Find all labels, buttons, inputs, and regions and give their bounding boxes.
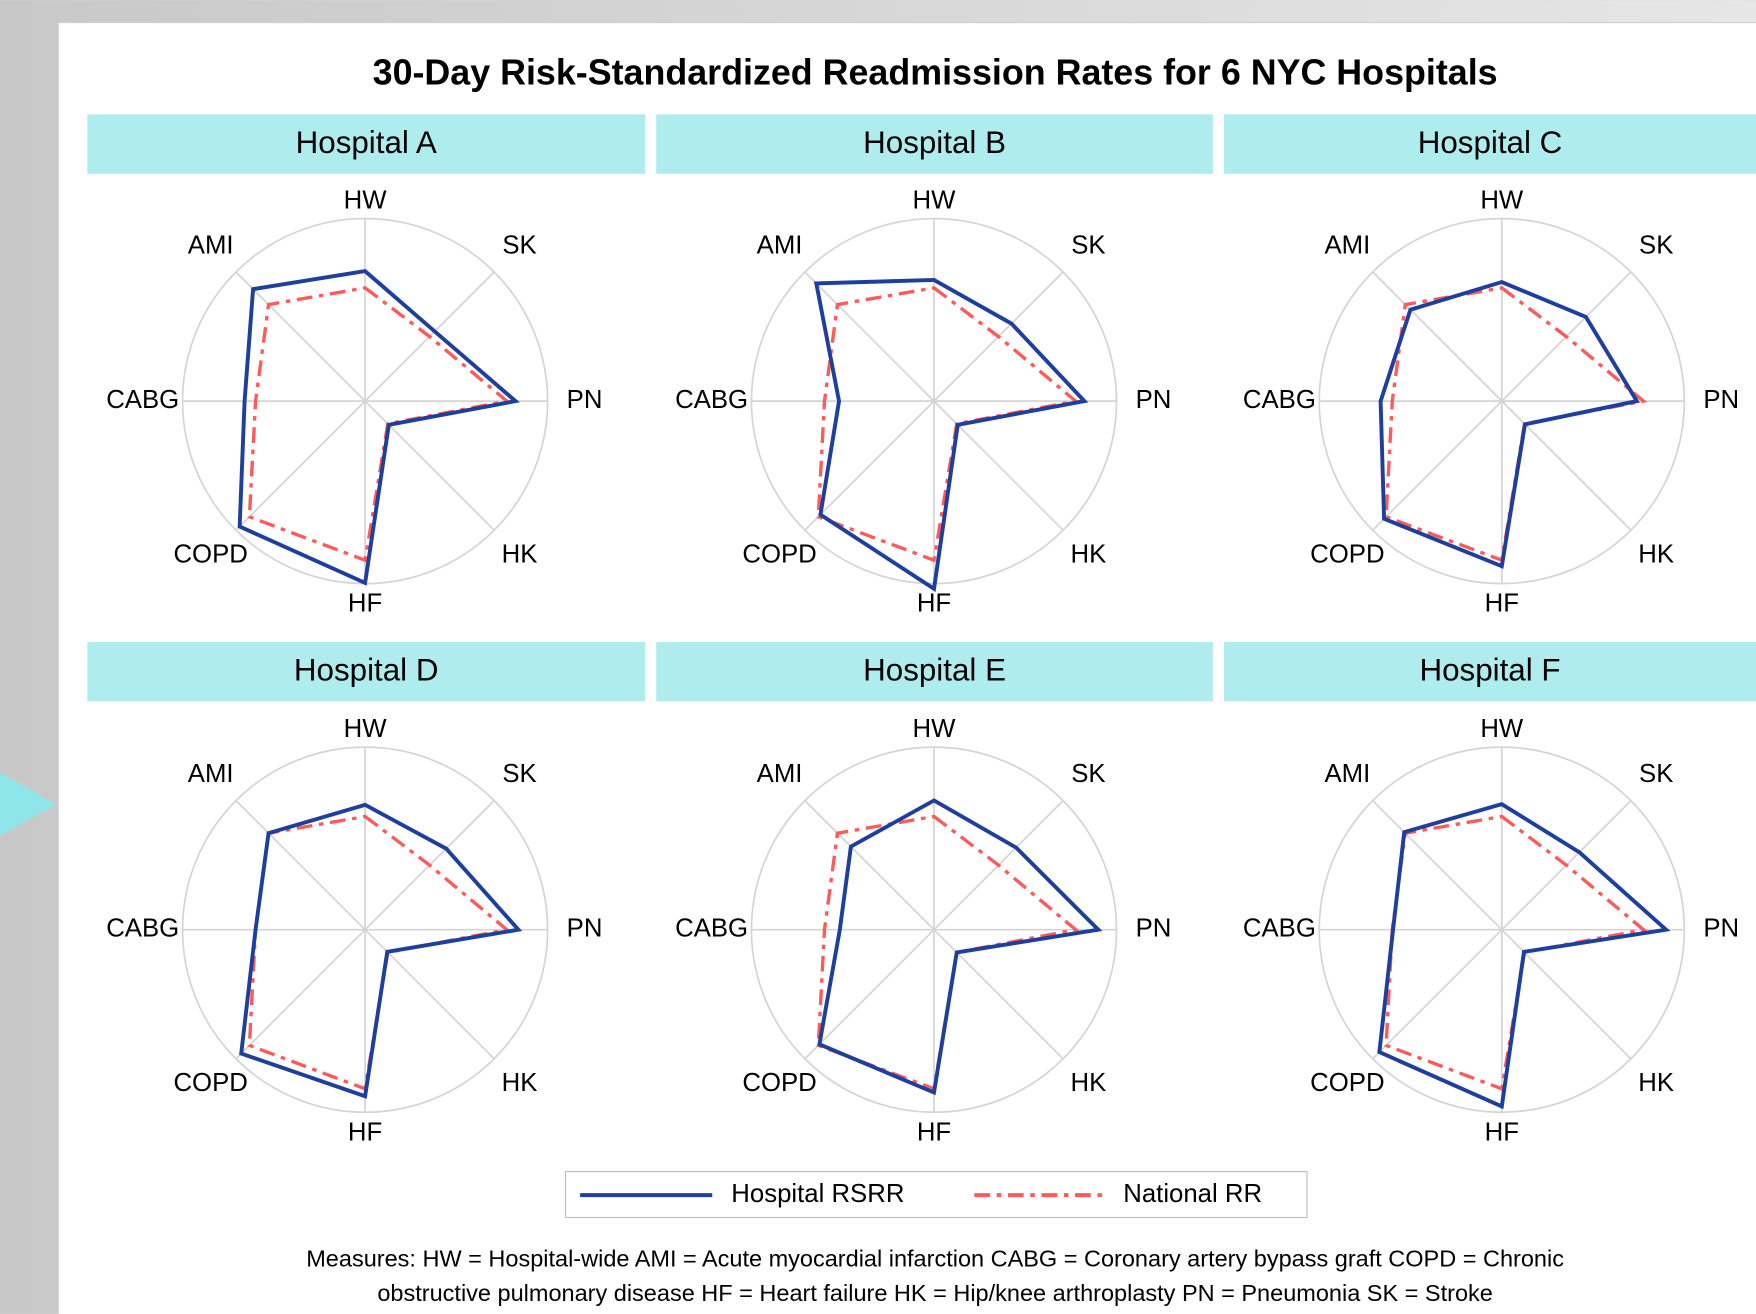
axis-label: SK bbox=[502, 231, 536, 259]
series-line bbox=[247, 286, 511, 563]
axis-label: AMI bbox=[757, 231, 803, 259]
side-arrow bbox=[0, 772, 56, 836]
series-line bbox=[817, 798, 1103, 1096]
axis-label: HF bbox=[348, 1118, 382, 1146]
spoke bbox=[1372, 271, 1503, 402]
spoke bbox=[235, 271, 366, 402]
axis-label: HW bbox=[1480, 715, 1524, 743]
series-line bbox=[816, 286, 1080, 563]
axis-label: PN bbox=[1703, 386, 1739, 414]
panel-header bbox=[1224, 641, 1756, 702]
axis-label: CABG bbox=[106, 386, 179, 414]
axis-label: AMI bbox=[1324, 231, 1370, 259]
axis-label: AMI bbox=[757, 760, 803, 788]
axis-label: HW bbox=[913, 715, 957, 743]
axis-label: CABG bbox=[675, 914, 748, 942]
legend bbox=[564, 1171, 1308, 1219]
panel-title: Hospital D bbox=[294, 652, 439, 687]
axis-label: HK bbox=[1071, 1069, 1107, 1097]
axis-label: COPD bbox=[173, 540, 247, 568]
axis-label: HK bbox=[1071, 540, 1107, 568]
panel-header bbox=[656, 114, 1213, 174]
axis-label: PN bbox=[567, 914, 603, 942]
axis-label: HK bbox=[1638, 1069, 1674, 1097]
axis-label: HF bbox=[917, 590, 951, 618]
axis-label: HW bbox=[344, 715, 388, 743]
axis-label: HF bbox=[917, 1118, 951, 1146]
footnote: Measures: HW = Hospital-wide AMI = Acute… bbox=[306, 1245, 1564, 1271]
spoke bbox=[235, 400, 366, 531]
axis-label: HW bbox=[1480, 187, 1524, 215]
panel-header bbox=[656, 641, 1213, 702]
panel-header bbox=[87, 114, 646, 174]
spoke bbox=[1372, 800, 1503, 931]
panel-header bbox=[87, 641, 646, 702]
axis-label: HF bbox=[1485, 590, 1519, 618]
series-line bbox=[1378, 279, 1640, 569]
axis-label: COPD bbox=[742, 540, 816, 568]
axis-label: SK bbox=[1071, 760, 1105, 788]
axis-label: AMI bbox=[1324, 760, 1370, 788]
legend-label: Hospital RSRR bbox=[731, 1180, 904, 1208]
axis-label: SK bbox=[1639, 760, 1673, 788]
series-line bbox=[237, 269, 520, 586]
series-line bbox=[1377, 802, 1671, 1110]
axis-label: SK bbox=[502, 760, 536, 788]
series-line bbox=[813, 277, 1089, 593]
axis-label: HF bbox=[1485, 1118, 1519, 1146]
axis-label: PN bbox=[1703, 914, 1739, 942]
axis-label: HK bbox=[1638, 540, 1674, 568]
axis-label: HK bbox=[502, 1069, 538, 1097]
axis-label: SK bbox=[1071, 231, 1105, 259]
spoke bbox=[804, 929, 935, 1060]
spoke bbox=[804, 800, 935, 931]
series-line bbox=[239, 802, 523, 1099]
axis-label: CABG bbox=[106, 914, 179, 942]
spoke bbox=[235, 800, 366, 931]
axis-label: PN bbox=[567, 386, 603, 414]
axis-label: COPD bbox=[173, 1069, 247, 1097]
axis-label: COPD bbox=[1310, 540, 1384, 568]
panel-header bbox=[1224, 114, 1756, 174]
spoke bbox=[1372, 400, 1503, 531]
legend-label: National RR bbox=[1123, 1180, 1262, 1208]
chart-title: 30-Day Risk-Standardized Readmission Rat… bbox=[373, 53, 1498, 93]
axis-label: PN bbox=[1136, 914, 1172, 942]
axis-label: CABG bbox=[675, 386, 748, 414]
spoke bbox=[1372, 929, 1503, 1060]
axis-label: AMI bbox=[188, 231, 234, 259]
axis-label: COPD bbox=[742, 1069, 816, 1097]
axis-label: COPD bbox=[1310, 1069, 1384, 1097]
axis-label: AMI bbox=[188, 760, 234, 788]
axis-label: CABG bbox=[1243, 914, 1316, 942]
spoke bbox=[235, 929, 366, 1060]
spoke bbox=[804, 271, 935, 402]
panel-title: Hospital B bbox=[863, 125, 1006, 160]
axis-label: HW bbox=[913, 187, 957, 215]
axis-label: SK bbox=[1639, 231, 1673, 259]
axis-label: HW bbox=[344, 187, 388, 215]
axis-label: CABG bbox=[1243, 386, 1316, 414]
panel-title: Hospital F bbox=[1419, 652, 1560, 687]
spoke bbox=[804, 400, 935, 531]
footnote: obstructive pulmonary disease HF = Heart… bbox=[377, 1280, 1492, 1306]
panel-title: Hospital C bbox=[1418, 125, 1563, 160]
axis-label: PN bbox=[1136, 386, 1172, 414]
panel-title: Hospital E bbox=[863, 652, 1006, 687]
axis-label: HK bbox=[502, 540, 538, 568]
axis-label: HF bbox=[348, 590, 382, 618]
panel-title: Hospital A bbox=[296, 125, 437, 160]
